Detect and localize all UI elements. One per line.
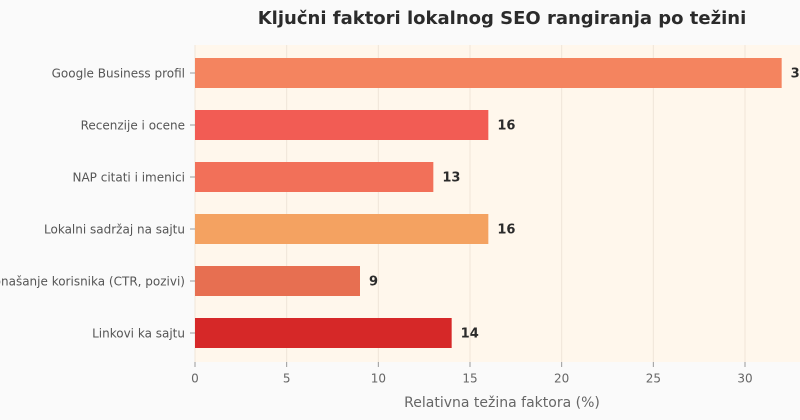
chart-title: Ključni faktori lokalnog SEO rangiranja … [258, 8, 747, 29]
x-axis-label: Relativna težina faktora (%) [404, 395, 600, 411]
bar [195, 110, 489, 140]
value-label: 9 [369, 275, 378, 290]
x-tick-label: 5 [283, 372, 291, 386]
y-tick-label: Google Business profil [52, 67, 185, 81]
bar [195, 214, 489, 244]
x-tick-label: 10 [371, 372, 386, 386]
value-label: 14 [461, 327, 479, 342]
y-tick-label: Linkovi ka sajtu [92, 327, 185, 341]
value-label: 16 [497, 119, 515, 134]
value-label: 16 [497, 223, 515, 238]
x-tick-label: 25 [646, 372, 661, 386]
y-tick-label: Lokalni sadržaj na sajtu [44, 223, 185, 237]
value-label: 13 [442, 171, 460, 186]
y-tick-label: Recenzije i ocene [81, 119, 185, 133]
y-tick-label: Ponašanje korisnika (CTR, pozivi) [0, 275, 185, 289]
plot-area [195, 45, 800, 362]
bar [195, 162, 434, 192]
bar [195, 318, 452, 348]
x-tick-label: 30 [737, 372, 752, 386]
bar [195, 266, 360, 296]
bar [195, 58, 782, 88]
value-label: 32 [791, 67, 800, 82]
x-tick-label: 15 [462, 372, 477, 386]
x-tick-label: 0 [191, 372, 199, 386]
x-tick-label: 20 [554, 372, 569, 386]
y-tick-label: NAP citati i imenici [72, 171, 185, 185]
